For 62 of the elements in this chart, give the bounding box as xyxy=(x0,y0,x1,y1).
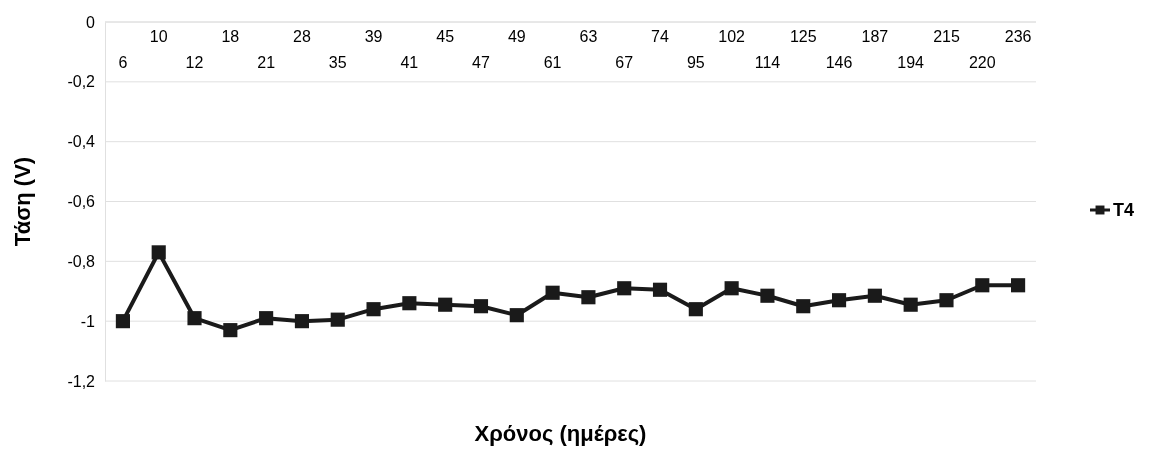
x-tick-label: 95 xyxy=(686,54,705,72)
point xyxy=(617,281,632,296)
point xyxy=(259,311,274,326)
point xyxy=(115,314,130,329)
y-tick-label: -0,4 xyxy=(67,133,96,151)
point xyxy=(223,323,238,338)
x-tick-label: 18 xyxy=(221,28,240,46)
x-tick-label: 10 xyxy=(149,28,168,46)
point xyxy=(473,299,489,314)
point xyxy=(1011,278,1026,293)
point xyxy=(652,282,668,297)
point xyxy=(581,290,596,305)
x-tick-label: 49 xyxy=(507,28,526,46)
x-tick-label: 41 xyxy=(400,54,419,72)
point xyxy=(294,314,310,329)
x-tick-label: 45 xyxy=(436,28,455,46)
y-tick-label: 0 xyxy=(86,13,96,31)
x-tick-label: 125 xyxy=(789,28,817,46)
point xyxy=(724,281,739,296)
x-tick-label: 114 xyxy=(754,54,781,72)
y-tick-label: -0,2 xyxy=(67,73,96,91)
x-tick-label: 35 xyxy=(328,54,347,72)
x-tick-label: 102 xyxy=(718,28,746,46)
x-tick-label: 47 xyxy=(472,54,490,72)
point xyxy=(366,302,381,317)
point xyxy=(438,297,453,312)
point xyxy=(151,245,166,260)
y-tick-label: -0,8 xyxy=(67,252,96,270)
x-tick-label: 236 xyxy=(1004,28,1032,46)
x-tick-label: 12 xyxy=(185,54,204,72)
x-tick-label: 194 xyxy=(897,54,925,72)
y-tick-label: -1 xyxy=(80,312,96,330)
y-tick-label: -1,2 xyxy=(67,372,96,390)
point xyxy=(760,288,775,303)
point xyxy=(330,312,345,327)
x-axis-title: Χρόνος (ημέρες) xyxy=(474,421,647,446)
x-tick-label: 67 xyxy=(615,54,634,72)
point xyxy=(939,293,954,308)
legend-label: T4 xyxy=(1113,200,1135,221)
x-tick-label: 21 xyxy=(257,54,276,72)
point xyxy=(545,285,560,300)
point xyxy=(867,288,882,303)
x-tick-label: 63 xyxy=(579,28,598,46)
x-tick-label: 74 xyxy=(651,28,670,46)
point xyxy=(688,302,703,317)
x-tick-label: 220 xyxy=(968,54,996,72)
point xyxy=(903,297,918,312)
point xyxy=(975,278,990,293)
point xyxy=(509,308,524,323)
point xyxy=(831,293,847,308)
point xyxy=(187,311,202,326)
y-tick-label: -0,6 xyxy=(67,193,96,211)
x-tick-label: 215 xyxy=(933,28,960,46)
y-axis-title: Τάση (V) xyxy=(10,156,35,247)
point xyxy=(796,299,811,314)
point xyxy=(402,296,417,311)
x-tick-label: 187 xyxy=(861,28,889,46)
x-tick-label: 28 xyxy=(293,28,311,46)
x-tick-label: 61 xyxy=(543,54,562,72)
x-tick-label: 146 xyxy=(825,54,853,72)
x-tick-label: 6 xyxy=(118,54,128,72)
x-tick-label: 39 xyxy=(364,28,383,46)
